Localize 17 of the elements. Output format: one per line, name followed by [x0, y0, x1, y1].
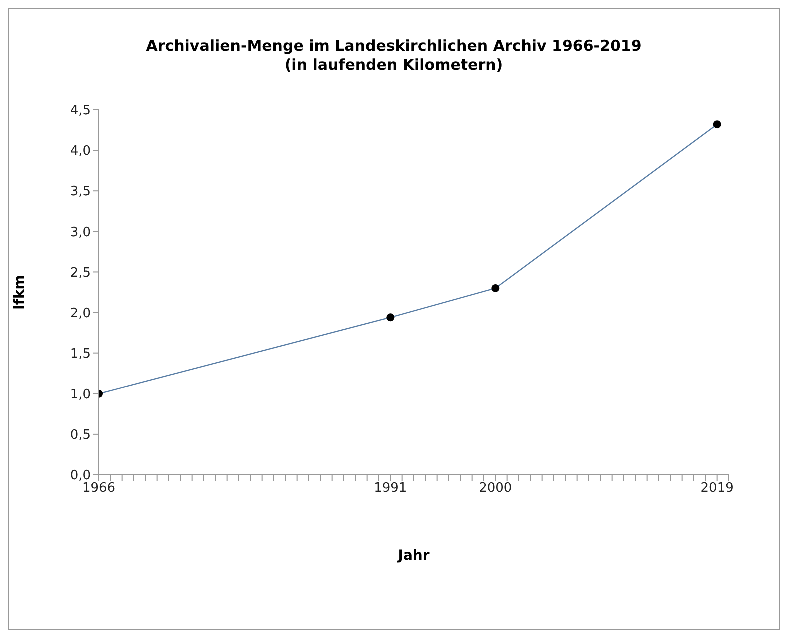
x-tick-label: 2000	[479, 481, 512, 496]
y-axis-title: lfkm	[12, 275, 28, 310]
y-tick-label: 0,0	[70, 468, 91, 484]
y-tick-label: 0,5	[70, 428, 91, 444]
y-tick-label: 1,5	[70, 346, 91, 362]
y-tick-label: 2,5	[70, 266, 91, 281]
chart-title: Archivalien-Menge im Landeskirchlichen Archiv 1966-2019 (in laufenden Kilometern)	[145, 37, 643, 75]
y-tick-label: 3,0	[70, 225, 91, 240]
y-tick-label: 3,5	[70, 184, 91, 200]
x-tick-label: 1966	[82, 481, 116, 496]
y-tick-label: 4,0	[70, 144, 91, 160]
y-tick-label: 1,0	[70, 388, 91, 403]
x-tick-label: 1991	[374, 481, 408, 496]
x-axis-title: Jahr	[397, 548, 430, 564]
y-tick-label: 2,0	[70, 306, 91, 322]
y-tick-label: 4,5	[70, 104, 91, 119]
x-tick-label: 2019	[700, 481, 734, 496]
